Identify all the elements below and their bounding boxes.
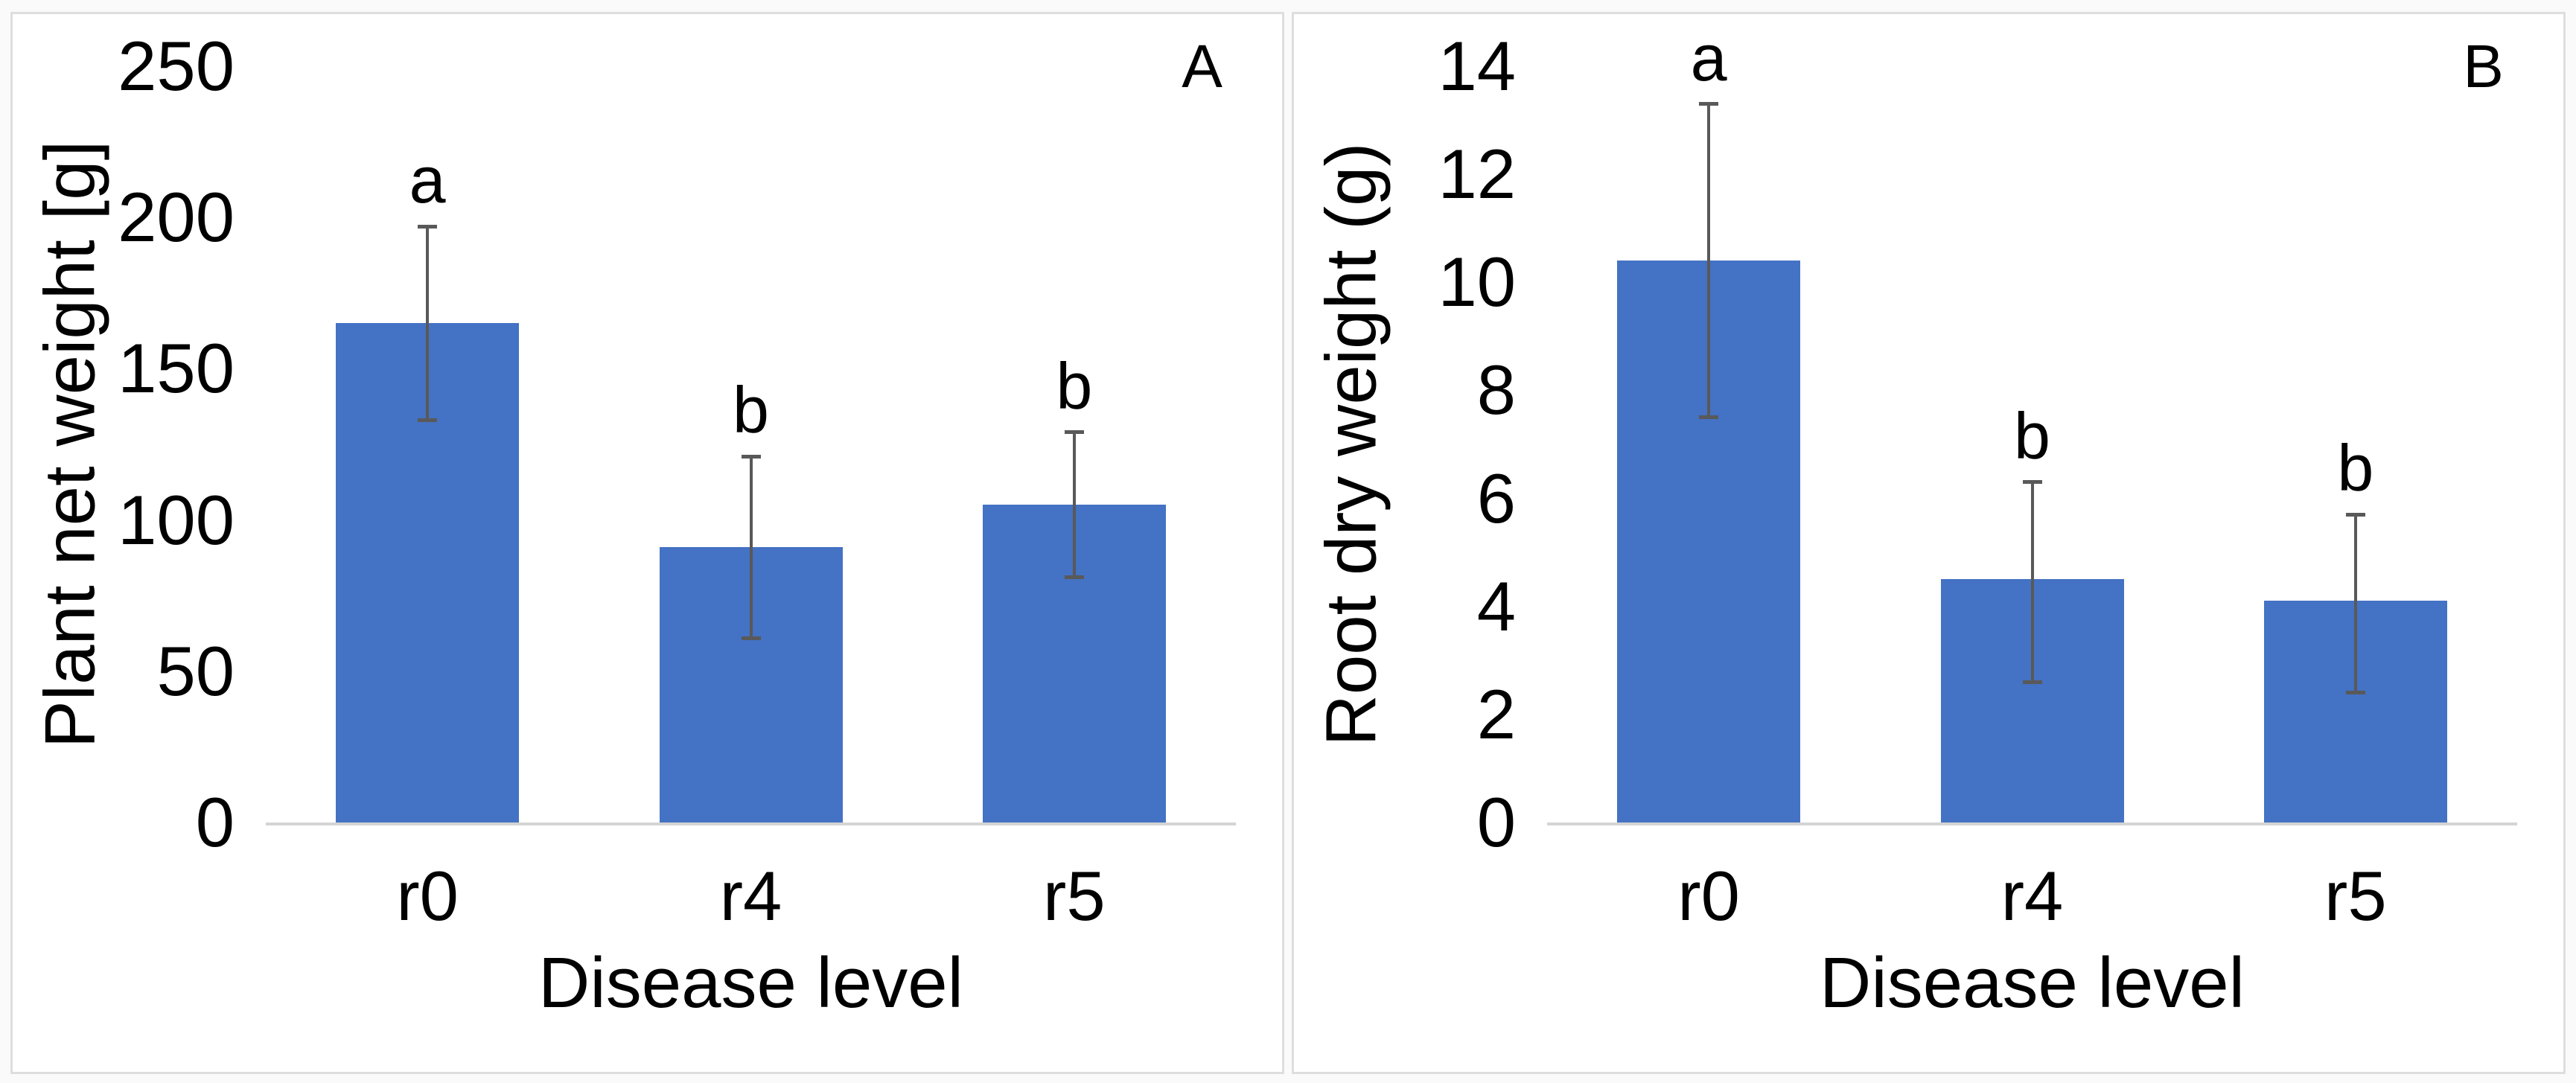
y-tick-label: 4 (1476, 566, 1516, 645)
error-bar-line (426, 226, 430, 421)
error-bar-cap (2345, 512, 2365, 517)
error-bar-cap (1064, 430, 1084, 435)
error-bar-cap (418, 418, 438, 422)
category-label: r5 (2324, 857, 2387, 935)
y-tick-label: 150 (118, 329, 235, 408)
error-bar-cap (741, 636, 761, 640)
y-tick-label: 14 (1438, 27, 1516, 105)
category-label: r4 (2000, 857, 2064, 935)
category-label: r5 (1043, 857, 1106, 935)
error-bar-cap (2345, 691, 2365, 695)
plot-area-a: 0 50 100 150 200 250 a r0 b r4 b r5 (118, 31, 1236, 931)
y-tick-label: 100 (118, 480, 235, 559)
significance-letter: a (1690, 20, 1727, 95)
panel-letter-b: B (2463, 33, 2504, 100)
error-bar-cap (1699, 102, 1719, 106)
y-tick-label: 10 (1438, 243, 1516, 322)
category-label: r4 (719, 857, 782, 935)
plot-area-b: 0 2 4 6 8 10 12 14 a r0 b r4 b r5 (1438, 25, 2517, 931)
y-tick-label: 8 (1476, 351, 1516, 429)
error-bar-line (1707, 103, 1711, 418)
y-axis-title-wrap-a: Plant net weight [g] (22, 66, 118, 822)
error-bar-cap (1699, 415, 1719, 420)
panel-letter-a: A (1182, 33, 1222, 100)
y-tick-label: 50 (156, 631, 235, 710)
significance-letter: a (409, 143, 446, 217)
error-bar-line (749, 456, 753, 639)
error-bar-cap (1064, 575, 1084, 580)
error-bar-line (1072, 432, 1076, 578)
panel-b: B Root dry weight (g) 0 2 4 6 8 10 12 14 a r0 b r4 b… (1292, 12, 2566, 1074)
y-axis-title-b: Root dry weight (g) (1311, 142, 1391, 747)
y-tick-label: 12 (1438, 135, 1516, 214)
significance-letter: b (1056, 348, 1093, 423)
error-bar-cap (741, 454, 761, 459)
error-bar-cap (2022, 680, 2042, 684)
significance-letter: b (733, 373, 769, 447)
x-axis-title-a: Disease level (538, 943, 963, 1023)
error-bar-line (2353, 514, 2357, 693)
significance-letter: b (2014, 398, 2050, 473)
y-tick-label: 6 (1476, 459, 1516, 537)
y-tick-label: 250 (118, 27, 235, 105)
y-tick-label: 2 (1476, 674, 1516, 753)
error-bar-line (2030, 482, 2034, 683)
panel-a: A Plant net weight [g] 0 50 100 150 200 250 a r… (10, 12, 1284, 1074)
error-bar-cap (2022, 480, 2042, 485)
category-label: r0 (396, 857, 459, 935)
y-tick-label: 0 (1476, 783, 1516, 861)
y-tick-label: 0 (195, 783, 235, 861)
y-tick-label: 200 (118, 178, 235, 257)
x-axis-title-b: Disease level (1820, 943, 2245, 1023)
error-bar-cap (418, 224, 438, 229)
significance-letter: b (2337, 431, 2374, 505)
category-label: r0 (1677, 857, 1740, 935)
